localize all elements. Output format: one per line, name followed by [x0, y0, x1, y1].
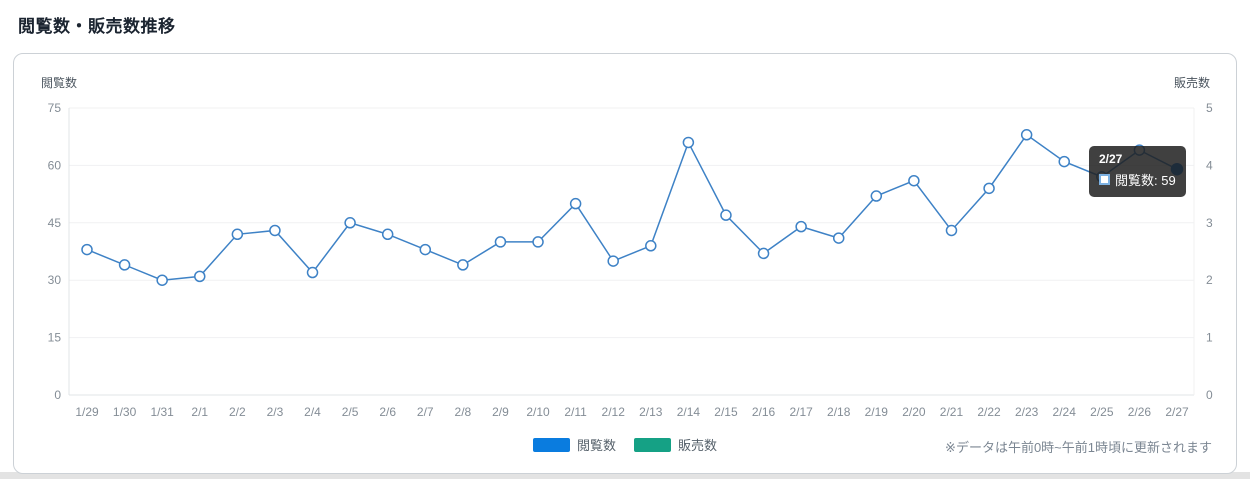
- chart-card: 閲覧数 販売数 0 0 15 1 30 2 45 3 60 4 75 5 1/29 1/30 1/31 2/1…: [13, 53, 1237, 474]
- x-tick-label: 2/26: [1128, 405, 1152, 419]
- x-tick-label: 2/3: [267, 405, 284, 419]
- y-tick-label-left: 60: [48, 158, 62, 172]
- x-tick-label: 2/22: [977, 405, 1001, 419]
- tooltip-date: 2/27: [1099, 152, 1123, 166]
- x-tick-label: 1/31: [150, 405, 174, 419]
- y-tick-label-left: 75: [48, 101, 62, 115]
- data-point[interactable]: [757, 247, 770, 260]
- y-tick-label-left: 45: [48, 216, 62, 230]
- data-point[interactable]: [908, 174, 920, 187]
- left-axis-title: 閲覧数: [41, 76, 78, 90]
- x-tick-label: 2/16: [752, 405, 776, 419]
- data-point[interactable]: [945, 224, 958, 237]
- data-point[interactable]: [194, 270, 206, 283]
- x-tick-label: 2/15: [714, 405, 738, 419]
- y-tick-label-right: 0: [1206, 388, 1213, 402]
- x-tick-label: 2/21: [940, 405, 964, 419]
- x-tick-label: 2/20: [902, 405, 926, 419]
- x-tick-label: 2/6: [379, 405, 396, 419]
- data-point[interactable]: [832, 232, 845, 244]
- views-color-swatch-icon: [532, 437, 570, 452]
- x-tick-label: 2/12: [602, 405, 626, 419]
- data-point[interactable]: [344, 217, 356, 229]
- legend-label-sales: 販売数: [678, 438, 718, 453]
- x-tick-label: 2/10: [526, 405, 550, 419]
- x-tick-label: 2/4: [304, 405, 321, 419]
- data-point[interactable]: [269, 224, 281, 237]
- data-point[interactable]: [983, 182, 995, 195]
- data-point[interactable]: [156, 274, 168, 286]
- data-point[interactable]: [682, 136, 695, 149]
- x-tick-label: 2/23: [1015, 405, 1039, 419]
- x-tick-label: 2/17: [789, 405, 813, 419]
- data-point[interactable]: [645, 240, 657, 252]
- y-tick-label-left: 0: [54, 388, 61, 402]
- data-point[interactable]: [419, 243, 432, 256]
- x-tick-label: 2/27: [1165, 405, 1189, 419]
- x-tick-label: 2/13: [639, 405, 663, 419]
- data-update-footnote: ※データは午前0時~午前1時頃に更新されます: [945, 440, 1212, 455]
- right-axis-title: 販売数: [1173, 76, 1210, 90]
- legend: 閲覧数 販売数: [14, 435, 1236, 454]
- views-series-line: [86, 133, 1178, 281]
- x-tick-label: 2/25: [1090, 405, 1114, 419]
- x-tick-label: 2/11: [564, 405, 587, 419]
- data-point[interactable]: [457, 259, 469, 271]
- y-tick-label-right: 2: [1206, 273, 1213, 287]
- x-tick-label: 2/14: [677, 405, 701, 419]
- x-tick-label: 2/2: [229, 405, 246, 419]
- x-tick-label: 2/9: [492, 405, 509, 419]
- data-point[interactable]: [607, 255, 619, 267]
- data-point[interactable]: [532, 236, 544, 248]
- data-point[interactable]: [494, 236, 507, 248]
- page-background-strip: [0, 472, 1250, 479]
- y-tick-label-right: 5: [1206, 101, 1213, 115]
- y-tick-label-left: 30: [48, 273, 62, 287]
- data-point[interactable]: [795, 220, 807, 233]
- y-tick-label-right: 3: [1206, 216, 1213, 230]
- data-point[interactable]: [870, 190, 883, 202]
- data-point[interactable]: [1020, 129, 1033, 141]
- data-point[interactable]: [720, 209, 732, 221]
- data-point[interactable]: [569, 197, 582, 210]
- legend-label-views: 閲覧数: [576, 438, 616, 453]
- page-title: 閲覧数・販売数推移: [18, 17, 176, 36]
- legend-item-views[interactable]: 閲覧数: [532, 435, 616, 454]
- x-tick-label: 2/5: [342, 405, 359, 419]
- data-point[interactable]: [1058, 155, 1070, 168]
- x-tick-label: 2/18: [827, 405, 851, 419]
- data-point[interactable]: [306, 266, 319, 279]
- tooltip-value-text: 閲覧数: 59: [1115, 173, 1176, 188]
- x-tick-label: 1/29: [75, 405, 99, 419]
- x-tick-label: 2/1: [191, 405, 208, 419]
- data-point[interactable]: [231, 228, 244, 241]
- line-chart: 0 0 15 1 30 2 45 3 60 4 75 5 1/29 1/30 1/31 2/1 2/2 2/3 2/…: [48, 101, 1213, 419]
- data-point[interactable]: [381, 228, 394, 241]
- x-tick-label: 2/24: [1053, 405, 1077, 419]
- y-tick-label-right: 1: [1206, 331, 1213, 345]
- sales-color-swatch-icon: [634, 437, 671, 452]
- x-tick-label: 1/30: [113, 405, 137, 419]
- x-tick-label: 2/19: [865, 405, 889, 419]
- legend-item-sales[interactable]: 販売数: [634, 435, 717, 454]
- x-tick-label: 2/8: [455, 405, 472, 419]
- y-tick-label-right: 4: [1206, 158, 1213, 172]
- data-point[interactable]: [81, 243, 93, 256]
- tooltip-series-swatch-icon: [1099, 174, 1110, 185]
- x-tick-label: 2/7: [417, 405, 434, 419]
- y-tick-label-left: 15: [48, 331, 62, 345]
- data-point[interactable]: [118, 259, 131, 271]
- tooltip: 2/27 閲覧数: 59: [1089, 146, 1186, 197]
